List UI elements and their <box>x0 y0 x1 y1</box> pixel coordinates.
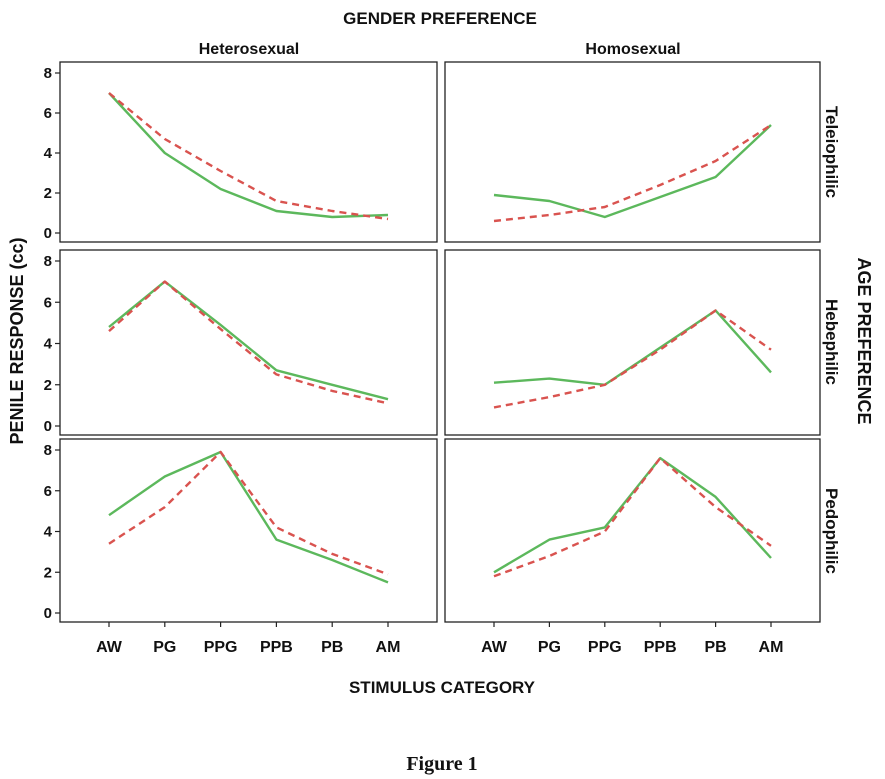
x-tick-label-homosexual-pg: PG <box>538 639 561 656</box>
solid-line-hebephilic-heterosexual <box>108 280 389 401</box>
x-axis-label: STIMULUS CATEGORY <box>349 678 536 697</box>
panel-frame-pedophilic-heterosexual <box>59 438 438 623</box>
panel-grid: 0 2 4 6 8 0 2 4 6 8 0 2 4 6 8 AW PG PPG PPB PB AM AW PG PPG PPB P… <box>44 61 821 656</box>
solid-line-pedophilic-homosexual <box>493 456 772 574</box>
y-tick-label-teleiophilic-heterosexual-2: 2 <box>44 185 52 202</box>
dashed-line-pedophilic-heterosexual <box>108 450 389 576</box>
y-tick-label-hebephilic-heterosexual-8: 8 <box>44 253 52 270</box>
panel-frame-hebephilic-heterosexual <box>59 249 438 436</box>
figure-caption: Figure 1 <box>406 753 477 775</box>
dashed-line-hebephilic-heterosexual <box>108 280 389 405</box>
row-label-hebephilic: Hebephilic <box>822 299 841 385</box>
y-tick-label-teleiophilic-heterosexual-0: 0 <box>44 225 52 242</box>
y-tick-label-teleiophilic-heterosexual-4: 4 <box>44 145 53 162</box>
y-tick-label-pedophilic-heterosexual-0: 0 <box>44 605 52 622</box>
x-tick-label-homosexual-ppb: PPB <box>644 639 677 656</box>
panel-frame-teleiophilic-heterosexual <box>59 61 438 243</box>
panel-frame-pedophilic-homosexual <box>444 438 821 623</box>
panel-frame-hebephilic-homosexual <box>444 249 821 436</box>
panel-frame-teleiophilic-homosexual <box>444 61 821 243</box>
x-tick-label-heterosexual-pg: PG <box>153 639 176 656</box>
x-tick-label-homosexual-am: AM <box>759 639 784 656</box>
y-tick-label-teleiophilic-heterosexual-6: 6 <box>44 105 52 122</box>
column-header-homosexual: Homosexual <box>585 41 680 58</box>
x-tick-label-heterosexual-am: AM <box>376 639 401 656</box>
dashed-line-teleiophilic-heterosexual <box>108 92 389 221</box>
y-tick-label-pedophilic-heterosexual-8: 8 <box>44 442 52 459</box>
age-preference-label: AGE PREFERENCE <box>854 257 874 424</box>
y-tick-label-pedophilic-heterosexual-4: 4 <box>44 524 53 541</box>
y-tick-label-pedophilic-heterosexual-2: 2 <box>44 564 52 581</box>
solid-line-pedophilic-heterosexual <box>108 450 389 584</box>
column-header-heterosexual: Heterosexual <box>199 41 300 58</box>
y-axis-label: PENILE RESPONSE (cc) <box>7 237 27 444</box>
x-tick-label-heterosexual-ppg: PPG <box>204 639 238 656</box>
x-tick-label-heterosexual-aw: AW <box>96 639 123 656</box>
solid-line-teleiophilic-homosexual <box>493 124 772 219</box>
x-tick-label-homosexual-pb: PB <box>704 639 726 656</box>
y-tick-label-hebephilic-heterosexual-2: 2 <box>44 377 52 394</box>
row-label-teleiophilic: Teleiophilic <box>822 106 841 198</box>
dashed-line-teleiophilic-homosexual <box>493 123 772 223</box>
y-tick-label-pedophilic-heterosexual-6: 6 <box>44 483 52 500</box>
x-tick-label-heterosexual-pb: PB <box>321 639 343 656</box>
dashed-line-hebephilic-homosexual <box>493 309 772 409</box>
x-tick-label-heterosexual-ppb: PPB <box>260 639 293 656</box>
dashed-line-pedophilic-homosexual <box>493 456 772 578</box>
x-tick-label-homosexual-aw: AW <box>481 639 508 656</box>
chart-title: GENDER PREFERENCE <box>343 9 537 28</box>
x-tick-label-homosexual-ppg: PPG <box>588 639 622 656</box>
y-tick-label-hebephilic-heterosexual-4: 4 <box>44 336 53 353</box>
row-label-pedophilic: Pedophilic <box>822 488 841 574</box>
y-tick-label-hebephilic-heterosexual-0: 0 <box>44 418 52 435</box>
solid-line-teleiophilic-heterosexual <box>108 92 389 219</box>
y-tick-label-hebephilic-heterosexual-6: 6 <box>44 294 52 311</box>
y-tick-label-teleiophilic-heterosexual-8: 8 <box>44 65 52 82</box>
